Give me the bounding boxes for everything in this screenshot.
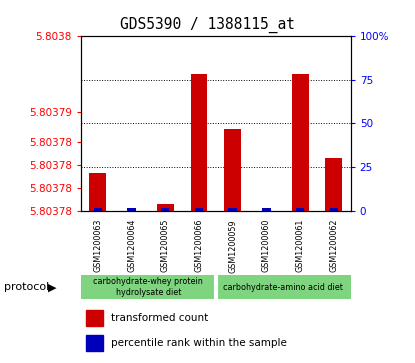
Text: transformed count: transformed count [110, 313, 208, 323]
Text: carbohydrate-amino acid diet: carbohydrate-amino acid diet [223, 283, 343, 291]
Text: GDS5390 / 1388115_at: GDS5390 / 1388115_at [120, 16, 295, 33]
Bar [89, 173, 106, 211]
Bar [81, 275, 216, 299]
Bar [93, 208, 102, 211]
Bar [123, 211, 140, 220]
Text: GSM1200061: GSM1200061 [295, 219, 305, 272]
Bar [86, 335, 103, 351]
Text: GSM1200064: GSM1200064 [127, 219, 136, 272]
Bar [195, 208, 203, 211]
Bar [325, 158, 342, 211]
Bar [161, 208, 169, 211]
Text: GSM1200060: GSM1200060 [262, 219, 271, 272]
Text: GSM1200063: GSM1200063 [93, 219, 102, 272]
Text: percentile rank within the sample: percentile rank within the sample [110, 338, 286, 348]
Bar [86, 310, 103, 326]
Bar [296, 208, 304, 211]
Bar [258, 211, 275, 241]
Text: GSM1200059: GSM1200059 [228, 219, 237, 273]
Bar [190, 74, 208, 211]
Bar [330, 208, 338, 211]
Text: ▶: ▶ [48, 282, 56, 293]
Bar [262, 208, 271, 211]
Bar [157, 204, 173, 211]
Text: carbohydrate-whey protein
hydrolysate diet: carbohydrate-whey protein hydrolysate di… [93, 277, 203, 297]
Bar [292, 74, 308, 211]
Bar [216, 275, 351, 299]
Bar [224, 129, 241, 211]
Text: protocol: protocol [4, 282, 49, 293]
Text: GSM1200065: GSM1200065 [161, 219, 170, 273]
Text: GSM1200066: GSM1200066 [195, 219, 203, 272]
Text: GSM1200062: GSM1200062 [330, 219, 338, 273]
Bar [127, 208, 136, 211]
Bar [228, 208, 237, 211]
